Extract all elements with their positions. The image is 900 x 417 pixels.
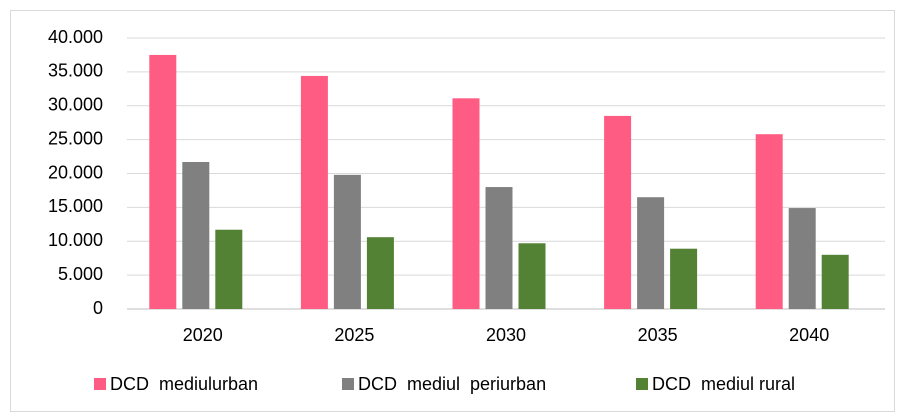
x-tick-label: 2040: [789, 325, 829, 345]
legend-label: DCD mediul periurban: [358, 374, 546, 394]
legend-label: DCD mediul rural: [652, 374, 795, 394]
y-tick-label: 25.000: [48, 128, 103, 148]
y-tick-label: 10.000: [48, 230, 103, 250]
y-tick-label: 35.000: [48, 61, 103, 81]
bar: [182, 161, 210, 309]
bar: [637, 197, 665, 309]
bar: [518, 243, 546, 309]
bar: [821, 254, 849, 309]
bar: [215, 229, 243, 309]
bar: [300, 75, 328, 309]
bar: [452, 98, 480, 309]
y-tick-label: 20.000: [48, 162, 103, 182]
bar: [788, 208, 816, 309]
bar: [333, 174, 361, 309]
x-tick-label: 2035: [638, 325, 678, 345]
y-tick-label: 40.000: [48, 27, 103, 47]
legend-swatch: [636, 378, 648, 390]
y-tick-label: 30.000: [48, 95, 103, 115]
legend-label: DCD mediulurban: [110, 374, 258, 394]
bar: [755, 134, 783, 309]
bar: [149, 54, 177, 309]
legend-swatch: [342, 378, 354, 390]
x-tick-label: 2020: [183, 325, 223, 345]
y-tick-label: 5.000: [58, 264, 103, 284]
bar: [670, 248, 698, 309]
x-tick-label: 2030: [486, 325, 526, 345]
y-tick-label: 15.000: [48, 196, 103, 216]
legend-swatch: [94, 378, 106, 390]
x-tick-label: 2025: [334, 325, 374, 345]
bar: [485, 187, 513, 309]
bar: [366, 237, 394, 309]
bar: [604, 115, 632, 309]
y-tick-label: 0: [93, 298, 103, 318]
